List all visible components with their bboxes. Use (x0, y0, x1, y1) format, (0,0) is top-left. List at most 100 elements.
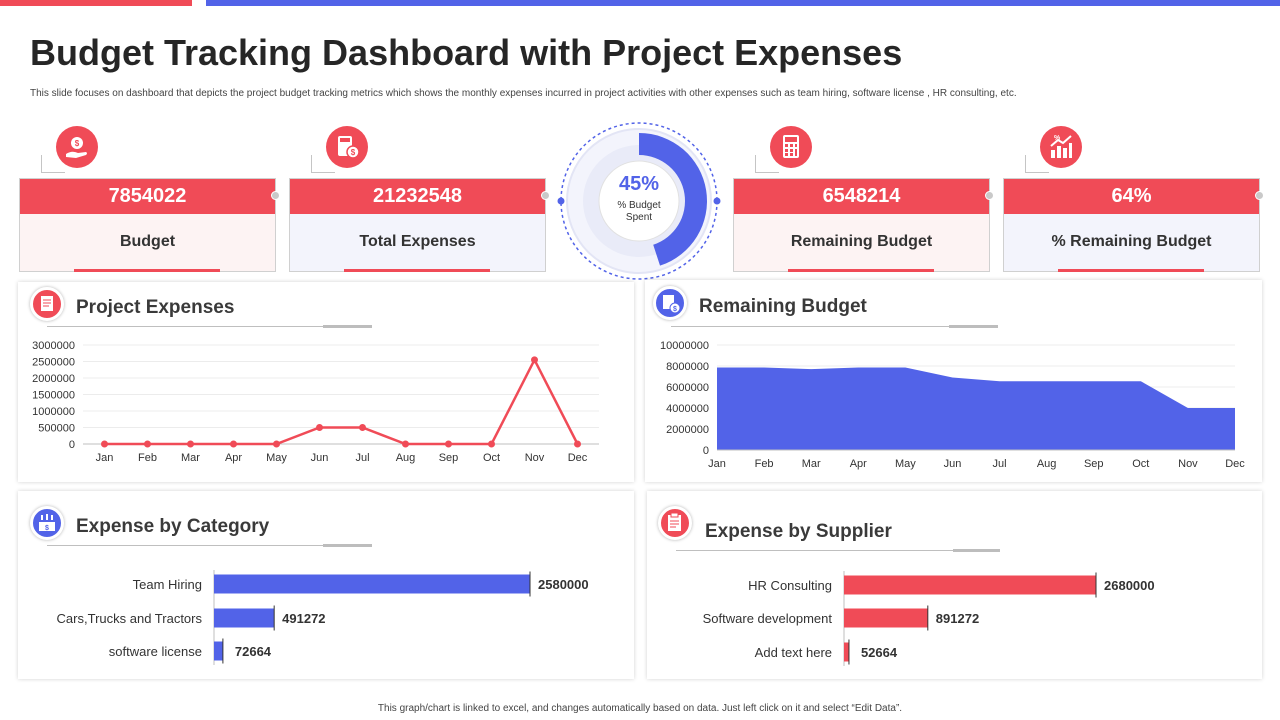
bar (214, 574, 530, 594)
x-tick-label: Aug (396, 452, 416, 464)
data-point (101, 440, 108, 448)
y-tick-label: 2000000 (666, 424, 709, 436)
x-tick-label: Mar (802, 458, 821, 470)
data-label: 2580000 (538, 577, 589, 592)
data-point (230, 440, 237, 448)
x-tick-label: Apr (225, 452, 242, 464)
data-point (359, 424, 366, 431)
kpi-label: Remaining Budget (790, 233, 933, 250)
kpi-budget: 7854022 Budget (19, 178, 280, 272)
expense-by-category-bar-chart: Team Hiring 2580000 Cars,Trucks and Tracto… (57, 570, 589, 665)
category-label: Add text here (755, 645, 832, 660)
category-label: Cars,Trucks and Tractors (57, 611, 203, 626)
kpi-label: Budget (119, 233, 176, 250)
remaining-budget-area-chart: 10000000 8000000 6000000 4000000 2000000 0Jan… (660, 340, 1245, 470)
panel-title: Expense by Category (76, 516, 270, 537)
category-label: HR Consulting (748, 578, 832, 593)
kpi-value: 7854022 (20, 179, 275, 214)
series-line (104, 357, 579, 446)
x-tick-label: Jan (708, 458, 726, 470)
panel-title-accent (953, 549, 1000, 552)
kpi-label: % Remaining Budget (1051, 233, 1212, 250)
x-tick-label: Sep (439, 452, 459, 464)
budget-spent-gauge: 45% % Budget Spent (556, 118, 722, 284)
kpi-connector (41, 155, 65, 173)
svg-text:$: $ (45, 525, 49, 532)
gauge-label-line2: Spent (625, 212, 653, 223)
data-label: 72664 (235, 644, 272, 659)
category-label: Software development (703, 611, 833, 626)
x-tick-label: May (895, 458, 916, 470)
kpi-dot (541, 191, 550, 200)
x-tick-label: Jul (355, 452, 369, 464)
data-label: 52664 (861, 645, 898, 660)
x-tick-label: May (266, 452, 287, 464)
svg-text:$: $ (75, 139, 80, 148)
page-title: Budget Tracking Dashboard with Project E… (30, 32, 903, 73)
kpi-dot (1255, 191, 1264, 200)
x-tick-label: Nov (525, 452, 545, 464)
gauge-value: 45% (618, 173, 660, 195)
calculator-dollar-icon: $ (326, 126, 368, 168)
panel-project-expenses: Project Expenses 3000000 2500000 2000000 15… (18, 282, 634, 482)
kpi-remaining-budget-percent: 64% % Remaining Budget (1003, 178, 1264, 272)
y-tick-label: 0 (703, 445, 709, 457)
data-point (531, 356, 538, 364)
bar (844, 642, 849, 662)
project-expenses-line-chart: 3000000 2500000 2000000 1500000 1000000 50000… (32, 340, 599, 464)
y-tick-label: 1500000 (32, 390, 75, 402)
x-tick-label: Jun (311, 452, 329, 464)
data-point (488, 440, 495, 448)
category-label: software license (109, 644, 202, 659)
kpi-dot (985, 191, 994, 200)
gauge-arc (639, 133, 707, 266)
bar (844, 608, 928, 628)
page-subtitle: This slide focuses on dashboard that dep… (30, 88, 1017, 99)
data-point (273, 440, 280, 448)
x-tick-label: Mar (181, 452, 200, 464)
invoice-icon (30, 287, 64, 321)
svg-text:$: $ (351, 148, 356, 157)
budget-document-icon: $ (653, 286, 687, 320)
bar (844, 575, 1096, 595)
series-area (717, 367, 1235, 450)
kpi-underline (344, 269, 490, 272)
panel-title-accent (323, 544, 372, 547)
y-tick-label: 4000000 (666, 403, 709, 415)
panel-title-line (671, 326, 998, 327)
growth-chart-icon: % (1040, 126, 1082, 168)
svg-text:%: % (1054, 135, 1061, 142)
data-label: 491272 (282, 611, 325, 626)
panel-title-accent (949, 325, 998, 328)
panel-title-line (676, 550, 1000, 551)
top-accent-bar-blue (206, 0, 1280, 6)
panel-title-line (47, 326, 372, 327)
category-label: Team Hiring (133, 577, 202, 592)
money-bag-hand-icon: $ (56, 126, 98, 168)
clipboard-dollar-icon (658, 506, 692, 540)
y-tick-label: 2500000 (32, 357, 75, 369)
y-tick-label: 3000000 (32, 340, 75, 352)
y-tick-label: 500000 (38, 423, 75, 435)
calculator-icon (770, 126, 812, 168)
y-tick-label: 6000000 (666, 382, 709, 394)
panel-expense-by-category: $ Expense by Category Team Hiring 2580000… (18, 491, 634, 679)
x-tick-label: Dec (568, 452, 588, 464)
x-tick-label: Dec (1225, 458, 1245, 470)
gauge-label-line1: % Budget (617, 200, 661, 211)
x-tick-label: Apr (850, 458, 867, 470)
x-tick-label: Jan (96, 452, 114, 464)
data-point (402, 440, 409, 448)
kpi-underline (788, 269, 934, 272)
kpi-remaining-budget: 6548214 Remaining Budget (733, 178, 994, 272)
expense-by-supplier-bar-chart: HR Consulting 2680000 Software development… (703, 571, 1155, 666)
kpi-underline (74, 269, 220, 272)
data-label: 891272 (936, 611, 979, 626)
panel-title: Project Expenses (76, 297, 235, 318)
bar (214, 641, 223, 661)
y-tick-label: 8000000 (666, 361, 709, 373)
x-tick-label: Jul (993, 458, 1007, 470)
data-point (316, 424, 323, 431)
bar (214, 608, 275, 628)
x-tick-label: Aug (1037, 458, 1057, 470)
